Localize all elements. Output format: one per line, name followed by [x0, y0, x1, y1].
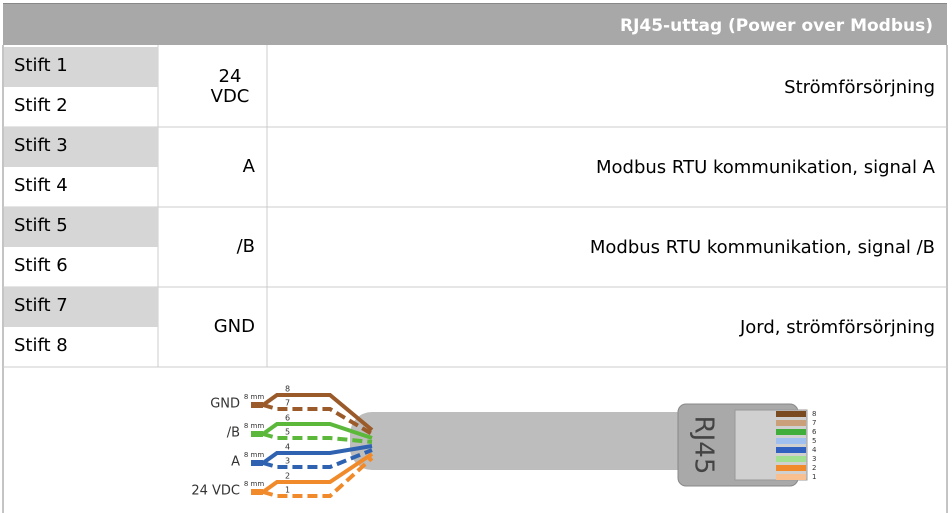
connector-label: RJ45: [689, 416, 719, 475]
wire-number: 1: [285, 486, 290, 495]
description: Modbus RTU kommunikation, signal /B: [589, 236, 935, 258]
wire-number: 8: [285, 385, 290, 394]
strip-length: 8 mm: [244, 422, 264, 430]
wire: [261, 393, 374, 432]
wire-label: A: [231, 455, 240, 470]
header-title: RJ45-uttag (Power over Modbus): [3, 3, 947, 45]
connector-pin: [776, 447, 806, 453]
connector-pin: [776, 420, 806, 426]
strip-length: 8 mm: [244, 393, 264, 401]
connector-pin-number: 6: [812, 428, 817, 436]
pin-cell: Stift 8: [14, 335, 68, 356]
connector-pin-number: 1: [812, 473, 816, 481]
signal-cell: GND: [158, 287, 267, 367]
wire-number: 5: [285, 428, 290, 437]
connector-pin: [776, 456, 806, 462]
connector-pin-number: 4: [812, 446, 817, 454]
pin-cell: Stift 3: [4, 127, 158, 167]
connector-pin-number: 2: [812, 464, 816, 472]
wire-end: [251, 402, 263, 408]
wire-end: [251, 489, 263, 495]
connector-pin: [776, 429, 806, 435]
wire-label: /B: [227, 426, 240, 441]
connector-pin: [776, 474, 806, 480]
wire-number: 2: [285, 472, 290, 481]
connector-pin-number: 8: [812, 410, 816, 418]
wire-number: 7: [285, 399, 290, 408]
signal: 24 VDC: [210, 66, 250, 107]
wire: [261, 422, 373, 440]
connector-pin-number: 5: [812, 437, 816, 445]
wire: [261, 444, 373, 465]
strip-length: 8 mm: [244, 451, 264, 459]
pin-cell: Stift 2: [14, 95, 68, 116]
signal-cell: 24 VDC: [158, 47, 267, 127]
pin-cell: Stift 7: [4, 287, 158, 327]
pin-cell: Stift 5: [4, 207, 158, 247]
wire: [262, 448, 373, 469]
pin-cell: Stift 4: [14, 175, 68, 196]
signal-cell: A: [158, 127, 267, 207]
connector-pin: [776, 411, 806, 417]
wire-end: [251, 431, 263, 437]
signal: A: [242, 156, 255, 177]
wire: [261, 452, 374, 494]
connector-pin-number: 3: [812, 455, 816, 463]
description: Strömförsörjning: [784, 76, 935, 98]
connector-pin: [776, 438, 806, 444]
wire: [262, 403, 374, 436]
wire-number: 6: [285, 414, 290, 423]
wire-label: GND: [210, 397, 240, 412]
wire: [262, 456, 374, 498]
wire: [262, 432, 373, 444]
wire-end: [251, 460, 263, 466]
wire-number: 4: [285, 443, 290, 452]
description: Modbus RTU kommunikation, signal A: [595, 156, 935, 178]
description: Jord, strömförsörjning: [739, 316, 935, 338]
cable: [350, 412, 710, 470]
signal: /B: [236, 236, 255, 257]
pin-cell: Stift 6: [14, 255, 68, 276]
wire-number: 3: [285, 457, 290, 466]
signal: GND: [213, 316, 255, 337]
connector-pin-number: 7: [812, 419, 816, 427]
connector-pin: [776, 465, 806, 471]
wire-label: 24 VDC: [191, 484, 240, 499]
pin-cell: Stift 1: [4, 47, 158, 87]
strip-length: 8 mm: [244, 480, 264, 488]
signal-cell: /B: [158, 207, 267, 287]
